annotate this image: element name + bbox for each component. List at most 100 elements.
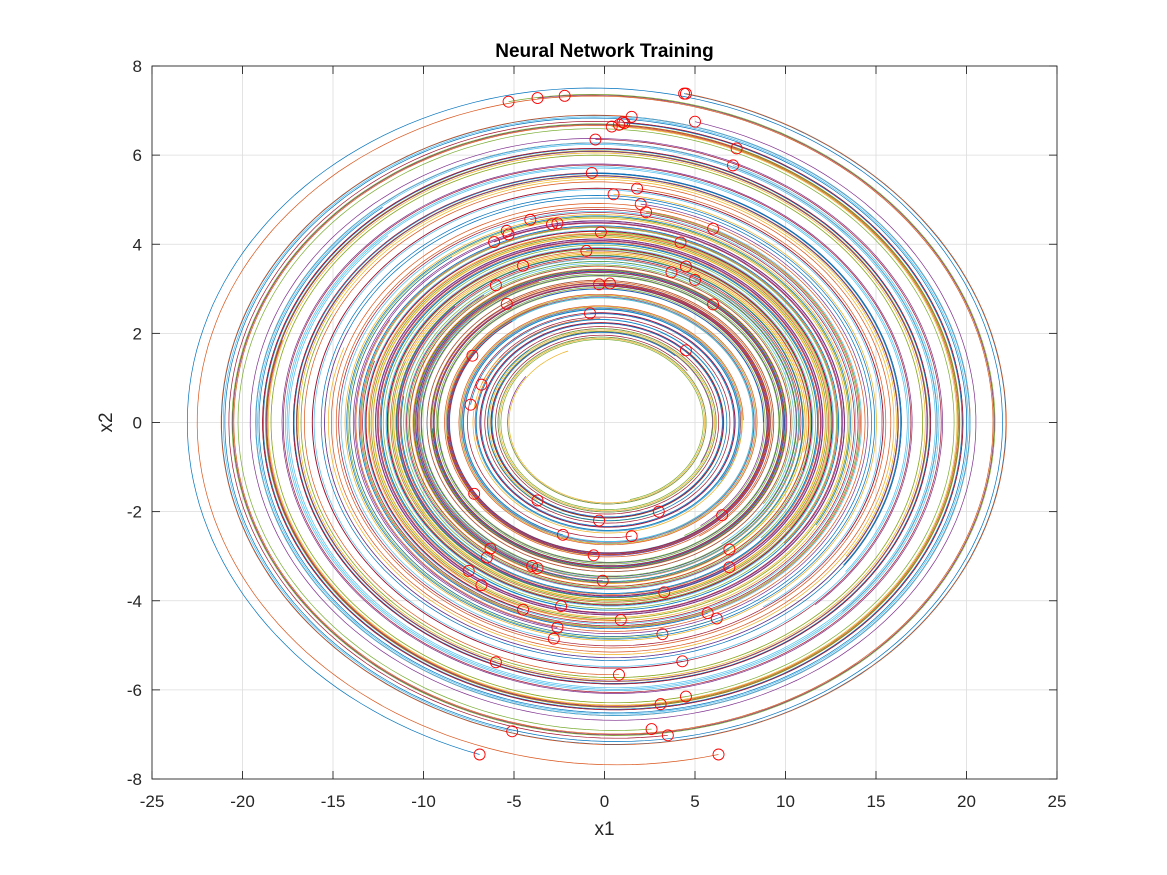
trajectory-line bbox=[266, 151, 928, 707]
initial-point-marker bbox=[634, 198, 647, 211]
initial-point-marker bbox=[727, 159, 739, 172]
x-tick-label: 10 bbox=[776, 792, 795, 811]
x-tick-label: 5 bbox=[690, 792, 699, 811]
y-tick-label: 0 bbox=[133, 414, 142, 433]
trajectory-line bbox=[369, 233, 830, 621]
initial-point-marker bbox=[489, 279, 502, 292]
trajectory-line bbox=[344, 193, 877, 641]
trajectory-line bbox=[444, 281, 773, 558]
y-axis-label: x2 bbox=[96, 412, 117, 432]
initial-point-markers bbox=[462, 87, 743, 761]
trajectory-line bbox=[285, 165, 940, 692]
initial-point-marker bbox=[524, 213, 537, 226]
initial-point-marker bbox=[531, 92, 544, 105]
initial-point-marker bbox=[613, 668, 625, 681]
y-tick-label: -4 bbox=[127, 592, 142, 611]
x-tick-label: 20 bbox=[957, 792, 976, 811]
x-tick-label: -25 bbox=[140, 792, 165, 811]
initial-point-marker bbox=[506, 725, 519, 738]
initial-point-marker bbox=[676, 655, 689, 668]
trajectory-line bbox=[365, 230, 833, 611]
initial-point-marker bbox=[551, 621, 564, 634]
initial-point-marker bbox=[517, 603, 529, 616]
initial-point-marker bbox=[558, 89, 571, 102]
initial-point-marker bbox=[707, 298, 720, 311]
trajectory-line bbox=[255, 116, 971, 717]
initial-point-marker bbox=[589, 133, 602, 146]
trajectory-line bbox=[186, 87, 1003, 755]
initial-point-marker bbox=[580, 244, 593, 257]
initial-point-marker bbox=[631, 182, 644, 195]
initial-point-marker bbox=[605, 120, 618, 133]
trajectory-line bbox=[488, 329, 715, 512]
initial-point-marker bbox=[607, 188, 620, 201]
initial-point-marker bbox=[488, 236, 501, 248]
initial-point-marker bbox=[674, 236, 687, 249]
trajectory-line bbox=[415, 271, 785, 582]
initial-point-marker bbox=[730, 142, 743, 155]
trajectory-line bbox=[463, 309, 740, 536]
initial-point-marker bbox=[547, 632, 560, 645]
y-tick-label: 2 bbox=[133, 324, 142, 343]
initial-point-marker bbox=[587, 549, 600, 562]
initial-point-marker bbox=[556, 528, 569, 541]
initial-point-marker bbox=[500, 298, 513, 310]
trajectory-line bbox=[304, 181, 892, 676]
initial-point-marker bbox=[466, 349, 479, 362]
trajectory-line bbox=[403, 261, 797, 577]
trajectory-line bbox=[267, 126, 958, 706]
trajectory-line bbox=[361, 211, 860, 628]
initial-point-marker bbox=[613, 118, 625, 131]
initial-point-marker bbox=[723, 543, 736, 556]
y-tick-label: -8 bbox=[127, 770, 142, 789]
y-tick-labels: -8 -6 -4 -2 0 2 4 6 8 bbox=[127, 57, 142, 789]
initial-point-marker bbox=[484, 542, 497, 555]
trajectory-line bbox=[335, 188, 887, 649]
initial-point-marker bbox=[658, 586, 671, 599]
initial-point-marker bbox=[707, 222, 720, 235]
initial-point-marker bbox=[652, 505, 665, 518]
trajectory-line bbox=[365, 212, 855, 624]
trajectory-line bbox=[196, 95, 994, 766]
trajectory-line bbox=[222, 116, 969, 732]
trajectory-line bbox=[395, 254, 804, 599]
chart-title: Neural Network Training bbox=[495, 41, 714, 62]
trajectory-line bbox=[312, 188, 884, 669]
trajectory-line bbox=[358, 225, 840, 630]
trajectory-line bbox=[462, 297, 754, 542]
ticks bbox=[151, 65, 1058, 780]
initial-point-marker bbox=[654, 698, 667, 711]
initial-point-marker bbox=[680, 344, 692, 357]
initial-point-marker bbox=[464, 398, 477, 411]
initial-point-marker bbox=[712, 748, 725, 761]
initial-point-marker bbox=[680, 690, 692, 703]
x-axis-label: x1 bbox=[594, 819, 614, 840]
y-tick-label: -6 bbox=[127, 681, 142, 700]
y-tick-label: -2 bbox=[127, 503, 142, 522]
initial-point-marker bbox=[656, 628, 669, 641]
trajectory-line bbox=[249, 121, 977, 721]
trajectory-line bbox=[228, 121, 964, 739]
initial-point-marker bbox=[517, 259, 529, 272]
initial-point-marker bbox=[665, 266, 678, 279]
initial-point-marker bbox=[480, 551, 493, 564]
trajectory-line bbox=[377, 222, 843, 614]
initial-point-marker bbox=[473, 748, 486, 761]
x-tick-label: 25 bbox=[1048, 792, 1067, 811]
trajectory-line bbox=[413, 269, 787, 584]
x-tick-label: -5 bbox=[506, 792, 521, 811]
trajectory-line bbox=[447, 284, 770, 555]
initial-point-marker bbox=[502, 95, 515, 108]
initial-point-marker bbox=[489, 656, 502, 669]
initial-point-marker bbox=[593, 514, 606, 527]
initial-point-marker bbox=[468, 487, 481, 500]
initial-point-marker bbox=[596, 574, 609, 587]
initial-point-marker bbox=[551, 217, 564, 230]
trajectory-line bbox=[237, 128, 955, 731]
initial-point-marker bbox=[462, 564, 475, 577]
initial-point-marker bbox=[689, 115, 701, 128]
trajectory-line bbox=[380, 242, 819, 607]
x-tick-label: -10 bbox=[411, 792, 436, 811]
initial-point-marker bbox=[625, 530, 638, 543]
initial-point-marker bbox=[531, 494, 544, 507]
